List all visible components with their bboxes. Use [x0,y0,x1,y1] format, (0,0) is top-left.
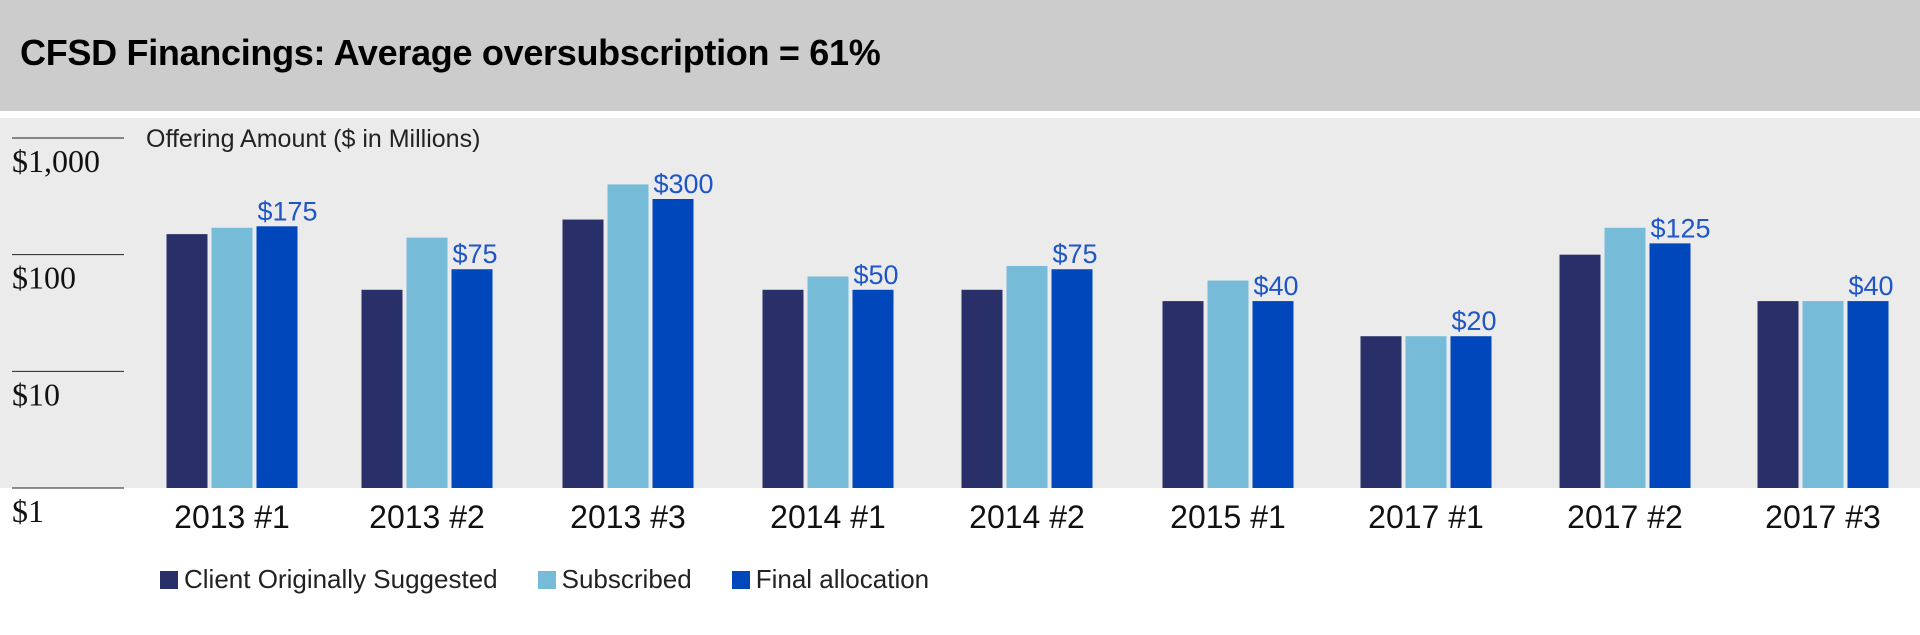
chart-subtitle: Offering Amount ($ in Millions) [146,125,480,153]
bar-2013-2-series-2 [451,269,493,488]
legend-swatch-subscribed [537,570,556,589]
bar-2015-1-series-2 [1252,301,1294,488]
chart-title: CFSD Financings: Average oversubscriptio… [20,32,881,73]
legend-swatch-client [160,570,178,589]
bar-2013-3-series-1 [607,184,649,488]
x-tick-label: 2017 #1 [1368,499,1484,535]
bar-2017-3-series-0 [1757,301,1799,488]
x-tick-label: 2013 #2 [369,499,485,535]
legend-label-subscribed: Subscribed [561,564,692,594]
data-label: $50 [854,260,899,290]
title-bar: CFSD Financings: Average oversubscriptio… [0,0,1920,111]
x-tick-label: 2013 #1 [174,499,290,535]
y-tick-label: $10 [12,376,60,412]
bar-2013-1-series-1 [211,227,253,489]
data-label: $40 [1849,271,1894,301]
bar-2014-2-series-2 [1051,269,1093,488]
bar-2014-1-series-2 [852,289,894,488]
legend-item-client-originally-suggested: Client Originally Suggested [160,564,498,595]
bar-2013-3-series-0 [562,219,604,488]
legend-swatch-final [731,570,750,589]
y-tick-label: $1,000 [12,143,100,179]
bar-2013-2-series-0 [361,289,403,488]
x-tick-label: 2015 #1 [1170,499,1286,535]
y-tick-label: $100 [12,260,76,296]
legend-item-final-allocation: Final allocation [731,564,930,595]
legend-label-final: Final allocation [755,564,930,594]
bar-2013-2-series-1 [406,237,448,488]
y-tick-label: $1 [12,493,44,529]
bar-2013-1-series-0 [166,234,208,488]
bar-2014-2-series-0 [961,289,1003,488]
x-tick-label: 2017 #2 [1567,499,1683,535]
legend: Client Originally Suggested Subscribed F… [160,564,969,595]
bar-2013-3-series-2 [652,199,694,489]
bar-2017-2-series-2 [1649,243,1691,488]
bar-2017-3-series-1 [1802,301,1844,488]
legend-item-subscribed: Subscribed [537,564,692,595]
bar-2015-1-series-0 [1162,301,1204,488]
bar-2017-2-series-1 [1604,227,1646,489]
bar-2017-1-series-2 [1450,336,1492,488]
bar-2017-2-series-0 [1559,254,1601,488]
x-tick-label: 2014 #2 [969,499,1085,535]
data-label: $20 [1452,306,1497,336]
x-tick-label: 2014 #1 [770,499,886,535]
data-label: $75 [453,239,498,269]
data-label: $75 [1053,239,1098,269]
bar-2014-1-series-1 [807,276,849,488]
bar-2017-1-series-0 [1360,336,1402,488]
data-label: $175 [258,196,318,226]
data-label: $40 [1254,271,1299,301]
x-tick-label: 2013 #3 [570,499,686,535]
data-label: $300 [654,169,714,199]
bar-2015-1-series-1 [1207,280,1249,488]
bar-2013-1-series-2 [256,226,298,488]
bar-2017-3-series-2 [1847,301,1889,488]
data-label: $125 [1651,213,1711,243]
bar-2014-1-series-0 [762,289,804,488]
bar-2017-1-series-1 [1405,336,1447,488]
bar-2014-2-series-1 [1006,265,1048,488]
x-tick-label: 2017 #3 [1765,499,1881,535]
legend-label-client: Client Originally Suggested [184,564,498,594]
